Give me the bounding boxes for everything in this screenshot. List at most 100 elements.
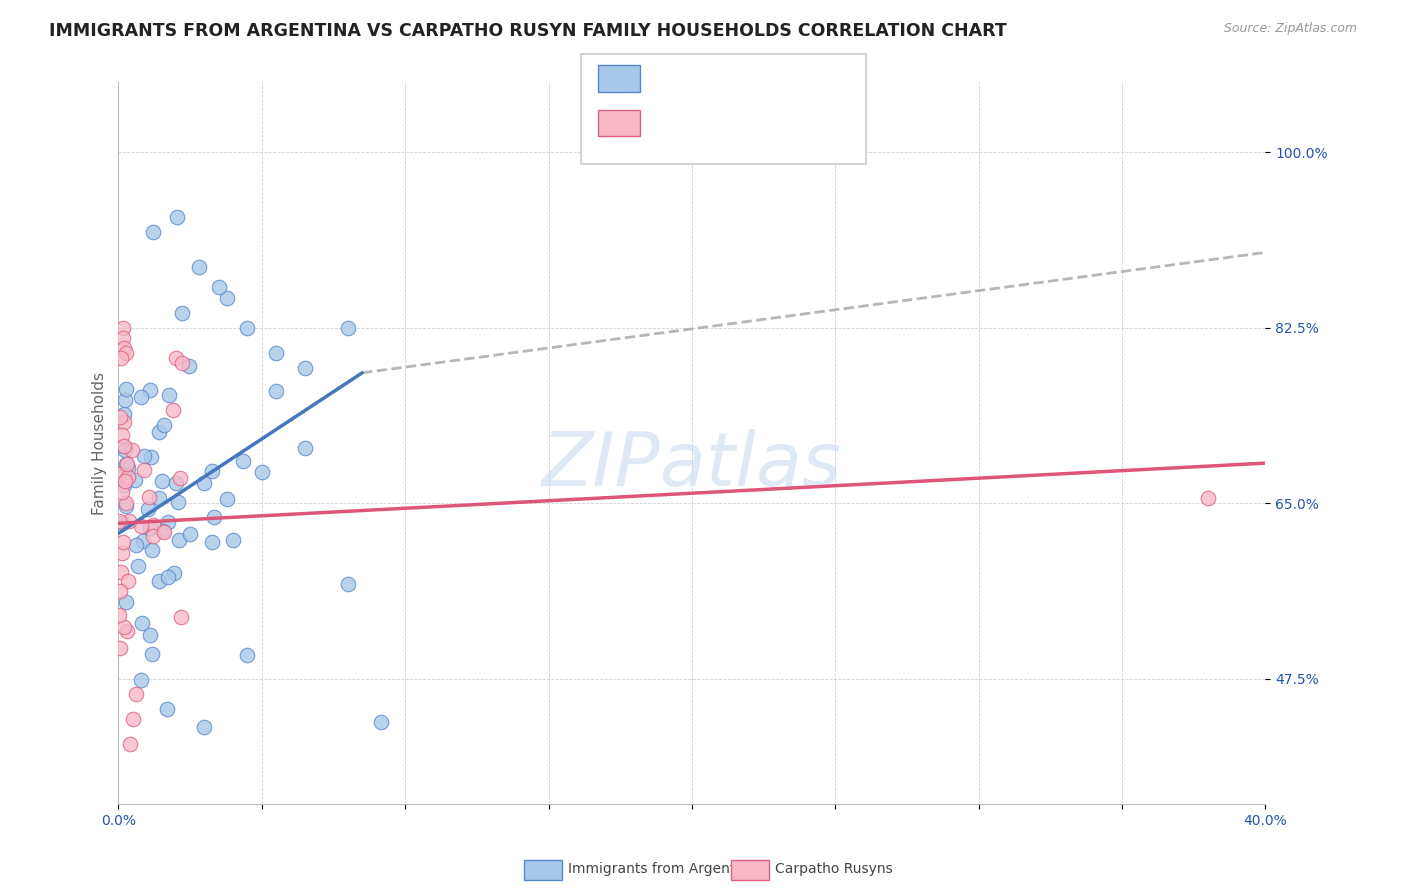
Point [236,320,259,334]
Point [110,565,132,579]
Point [141,450,163,464]
Text: N =: N = [755,110,807,128]
Point [118,514,141,528]
Point [129,390,152,404]
Text: 42: 42 [808,110,831,128]
Point [208,280,231,294]
Point [148,425,170,440]
Point [165,351,187,365]
Point [108,584,131,599]
Point [111,331,134,345]
Point [124,687,146,701]
Point [264,384,287,399]
Point [179,526,201,541]
Point [118,737,141,751]
Text: R =: R = [654,65,693,83]
Point [157,388,180,402]
Point [217,291,239,305]
Point [115,595,138,609]
Text: 67: 67 [808,65,831,83]
Point [142,529,165,543]
Point [232,454,254,468]
Point [112,415,135,429]
Point [112,407,135,421]
Point [134,463,156,477]
Point [112,341,135,355]
Point [264,345,287,359]
Point [134,449,156,463]
Point [142,226,165,240]
Point [121,442,143,457]
Point [1197,491,1219,506]
Point [336,320,359,334]
Point [138,490,160,504]
Point [111,439,134,453]
Point [156,702,179,716]
Point [150,474,173,488]
Point [187,260,209,275]
Point [112,467,135,482]
Point [170,356,193,370]
Point [124,473,146,487]
Point [108,607,131,622]
Point [370,714,392,729]
Point [201,535,224,549]
Point [179,359,201,373]
Point [108,467,131,482]
Point [162,403,184,417]
Point [202,509,225,524]
Point [193,720,215,734]
Point [131,615,153,630]
Point [162,566,184,581]
Point [108,640,131,655]
Point [132,533,155,548]
Point [294,360,316,375]
Point [111,320,134,334]
Point [166,210,188,224]
Point [111,546,134,560]
Point [153,524,176,539]
Point [108,409,131,424]
Point [125,538,148,552]
Point [114,442,136,457]
Point [111,428,134,442]
Point [121,712,143,726]
Point [127,559,149,574]
Point [201,464,224,478]
Point [236,648,259,662]
Point [115,624,138,639]
Point [112,439,135,453]
Text: ZIPatlas: ZIPatlas [541,429,842,500]
Point [108,514,131,528]
Point [142,518,165,533]
Point [136,501,159,516]
Point [115,457,138,471]
Point [117,470,139,484]
Text: Carpatho Rusyns: Carpatho Rusyns [775,862,893,876]
Point [111,485,134,500]
Point [222,533,245,547]
Point [117,574,139,589]
Text: R =: R = [654,110,693,128]
Text: 0.085: 0.085 [696,110,747,128]
Point [148,574,170,588]
Point [141,543,163,558]
Point [111,516,134,530]
Point [112,620,135,634]
Text: IMMIGRANTS FROM ARGENTINA VS CARPATHO RUSYN FAMILY HOUSEHOLDS CORRELATION CHART: IMMIGRANTS FROM ARGENTINA VS CARPATHO RU… [49,22,1007,40]
Point [165,476,187,491]
Point [112,478,135,492]
Point [157,570,180,584]
Point [129,673,152,688]
Y-axis label: Family Households: Family Households [93,372,107,515]
Point [112,535,135,549]
Point [114,458,136,472]
Point [117,461,139,475]
Point [250,466,273,480]
Point [156,515,179,529]
Point [336,577,359,591]
Point [115,499,138,513]
Point [115,383,138,397]
Point [114,474,136,488]
Text: 0.186: 0.186 [696,65,747,83]
